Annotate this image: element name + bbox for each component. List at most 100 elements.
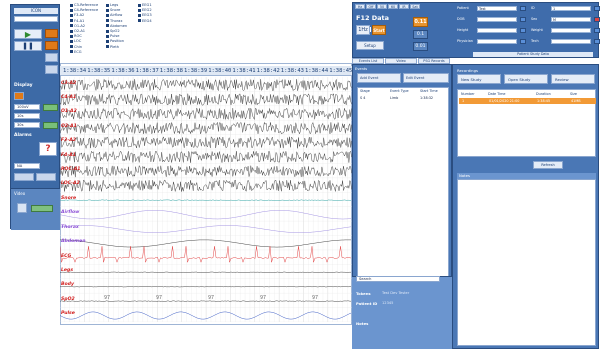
field-input[interactable] [551, 39, 591, 44]
legend-item[interactable]: EEG1 [138, 3, 152, 7]
field-input[interactable]: 1 [551, 6, 591, 11]
alarm-select[interactable]: NA [14, 163, 40, 169]
field-input[interactable] [477, 17, 517, 22]
recordings-column-header[interactable]: Size [570, 92, 577, 96]
timebase-select[interactable]: 10s [14, 113, 40, 119]
alarm-on-button[interactable] [14, 173, 34, 181]
field-flag-icon[interactable] [594, 39, 600, 44]
legend-item[interactable]: C4-Reference [70, 8, 98, 12]
patient-field[interactable] [14, 16, 58, 22]
frequency-box[interactable]: 1Hz [356, 25, 370, 35]
legend-item[interactable]: EEG2 [138, 8, 152, 12]
field-input[interactable]: Test [477, 6, 517, 11]
play-button[interactable]: ▶ [14, 29, 42, 39]
add-event-button[interactable]: Add Event [357, 73, 401, 83]
legend-item[interactable]: Legs [106, 3, 118, 7]
channel-label[interactable]: Airflow [61, 210, 80, 216]
channel-label[interactable]: O2-A1 [61, 123, 77, 129]
zoom-button[interactable] [45, 53, 58, 62]
event-row[interactable]: S 4 Limb 1:38:32 [358, 96, 450, 101]
legend-item[interactable]: LOC [70, 39, 81, 43]
refresh-button[interactable]: Refresh [533, 161, 563, 169]
page-select[interactable]: 30s [14, 122, 40, 128]
legend-item[interactable]: EEG3 [138, 13, 152, 17]
filter-tab[interactable]: IR [399, 4, 409, 9]
marker-button[interactable] [45, 41, 58, 50]
legend-item[interactable]: Abdomen [106, 24, 127, 28]
legend-item[interactable]: Thorax [106, 19, 122, 23]
field-input[interactable] [477, 39, 517, 44]
legend-item[interactable]: F4-A1 [70, 19, 84, 23]
recordings-column-header[interactable]: Duration [536, 92, 551, 96]
legend-item[interactable]: ROC [70, 34, 82, 38]
channel-label[interactable]: Body [61, 282, 74, 288]
recordings-column-header[interactable]: Number [461, 92, 475, 96]
field-flag-icon[interactable] [594, 17, 600, 22]
channel-label[interactable]: ROC-A1 [61, 167, 81, 173]
channel-label[interactable]: O1-A2 [61, 109, 77, 115]
start-button[interactable]: Start [372, 25, 386, 35]
help-icon[interactable]: ? [39, 142, 57, 156]
channel-label[interactable]: LOC-A2 [61, 181, 80, 187]
legend-item[interactable]: Position [106, 39, 124, 43]
filter-tab[interactable]: Hz [355, 4, 365, 9]
review-button[interactable]: Review [551, 74, 595, 84]
record-button[interactable] [45, 29, 58, 38]
legend-item[interactable]: Snore [106, 8, 120, 12]
sens-apply-button[interactable] [43, 104, 58, 111]
open-study-button[interactable]: Open Study [504, 74, 548, 84]
recordings-column-header[interactable]: Date Time [488, 92, 506, 96]
legend-item[interactable]: O2-A1 [70, 29, 85, 33]
recordings-table[interactable]: Number Date Time Duration Size 1 01/01/2020… [457, 89, 596, 157]
channel-label[interactable]: Pulse [61, 311, 75, 317]
alarm-off-button[interactable] [36, 173, 56, 181]
field-flag-icon[interactable] [594, 6, 600, 11]
channel-label[interactable]: Thorax [61, 224, 79, 230]
field-flag-icon[interactable] [520, 17, 526, 22]
legend-item[interactable]: O1-A2 [70, 24, 85, 28]
events-tab[interactable]: Events List [352, 58, 384, 64]
field-input[interactable] [477, 28, 517, 33]
legend-item[interactable]: Airflow [106, 13, 122, 17]
field-input[interactable] [551, 28, 591, 33]
search-input[interactable]: Search [356, 276, 440, 282]
channel-label[interactable]: C3-A2 [61, 80, 77, 86]
legend-item[interactable]: EEG4 [138, 19, 152, 23]
edit-event-button[interactable]: Edit Event [403, 73, 449, 83]
channel-label[interactable]: Legs [61, 267, 74, 273]
filter-tab[interactable]: 60 [388, 4, 398, 9]
channel-label[interactable]: Snore [61, 195, 77, 201]
channel-label[interactable]: SpO2 [61, 296, 75, 302]
filter-tab[interactable]: 50 [377, 4, 387, 9]
legend-item[interactable]: Chin [70, 45, 82, 49]
events-column-header[interactable]: Stage [360, 89, 370, 93]
selected-recording-row[interactable]: 1 01/01/2020 21:00 1:38:45 41MB [459, 98, 596, 104]
field-flag-icon[interactable] [594, 28, 600, 33]
events-column-header[interactable]: Event Type [390, 89, 409, 93]
channel-label[interactable]: Abdomen [61, 239, 86, 245]
legend-item[interactable]: F3-A2 [70, 13, 84, 17]
channel-label[interactable]: C4-A1 [61, 95, 77, 100]
legend-item[interactable]: ECG [70, 50, 82, 54]
filter-button[interactable] [45, 65, 58, 74]
field-flag-icon[interactable] [520, 39, 526, 44]
events-tab[interactable]: Video [385, 58, 417, 64]
video-toggle[interactable] [31, 205, 53, 212]
field-flag-icon[interactable] [520, 6, 526, 11]
camera-icon[interactable] [17, 203, 27, 213]
events-tab[interactable]: PSG Records [418, 58, 450, 64]
channel-label[interactable]: F3-A2 [61, 138, 76, 144]
field-input[interactable]: M [551, 17, 591, 22]
notes-area[interactable] [457, 179, 596, 346]
legend-item[interactable]: Pleth [106, 45, 119, 49]
channel-label[interactable]: ECG [61, 253, 72, 259]
new-study-button[interactable]: New Study [457, 74, 501, 84]
pause-button[interactable]: ❚❚ [14, 41, 42, 51]
events-column-header[interactable]: Start Time [420, 89, 438, 93]
legend-item[interactable]: Pulse [106, 34, 119, 38]
sensitivity-select[interactable]: 100uV [14, 104, 40, 110]
field-flag-icon[interactable] [520, 28, 526, 33]
legend-item[interactable]: SpO2 [106, 29, 120, 33]
legend-item[interactable]: C3-Reference [70, 3, 98, 7]
filter-tab[interactable]: Off [366, 4, 376, 9]
